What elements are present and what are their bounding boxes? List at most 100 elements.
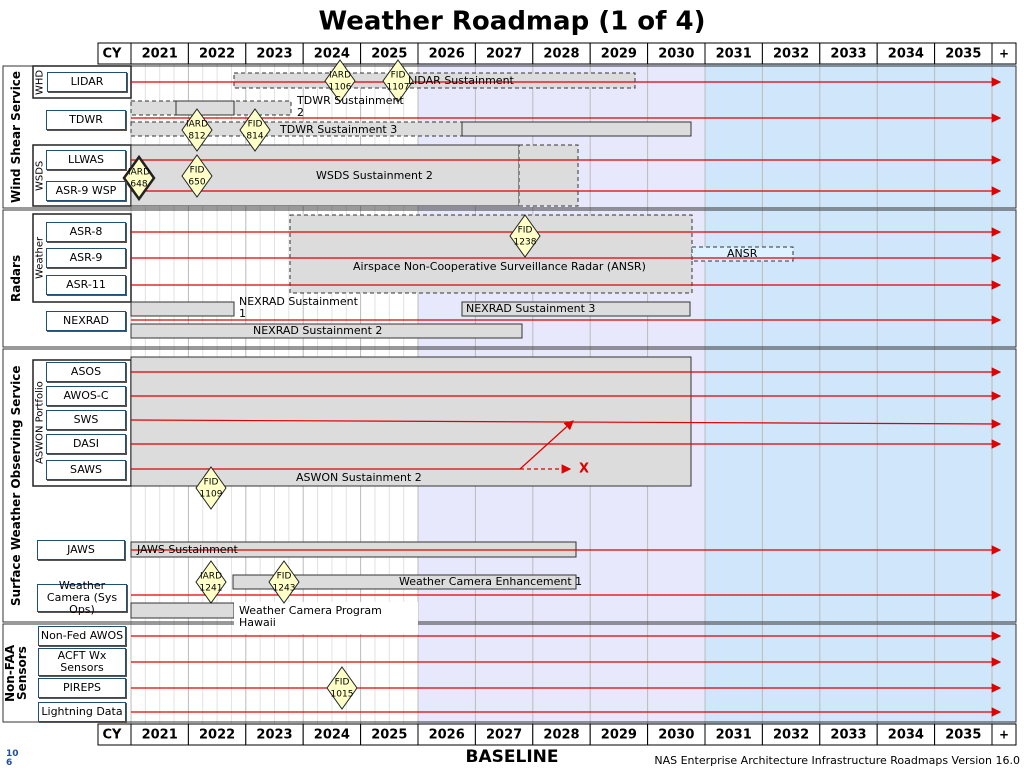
program-bar [518, 144, 579, 207]
year-column [705, 64, 763, 724]
transition-arrow [519, 420, 574, 470]
title: Weather Roadmap (1 of 4) [319, 7, 706, 37]
program-label: NEXRAD Sustainment 3 [466, 302, 596, 315]
section-frame [2, 623, 1017, 723]
header-plus: + [999, 47, 1009, 61]
header-cell [991, 42, 1017, 65]
year-label: 2023 [256, 728, 292, 743]
section-label: Surface Weather Observing Service [9, 365, 23, 606]
program-bar [232, 574, 577, 590]
year-label: 2028 [543, 47, 579, 62]
decision-diamond [324, 59, 356, 103]
section-label: Wind Shear Service [9, 70, 23, 204]
group-label: Weather [34, 236, 46, 280]
year-label: 2029 [601, 728, 637, 743]
year-label: 2030 [658, 728, 694, 743]
year-label: 2022 [199, 728, 235, 743]
program-bar [461, 121, 692, 137]
program-label: ANSR [727, 247, 758, 260]
decision-type: FID [518, 226, 533, 236]
year-label: 2035 [945, 47, 981, 62]
year-label: 2026 [429, 728, 465, 743]
year-label: 2027 [486, 728, 522, 743]
program-bar [130, 602, 235, 619]
header-cell [991, 723, 1017, 746]
decision-type: FID [204, 478, 219, 488]
system-box: SAWS [46, 460, 126, 480]
decision-type: FID [391, 71, 406, 81]
decision-diamond [181, 154, 213, 198]
year-column [877, 64, 935, 724]
decision-diamond [122, 154, 156, 202]
year-label: 2033 [830, 47, 866, 62]
section-label: Radars [9, 254, 23, 303]
decision-type: FID [190, 166, 205, 176]
decision-number: 1106 [329, 83, 352, 93]
decision-type: IARD [329, 71, 351, 81]
year-label: 2031 [716, 47, 752, 62]
year-label: 2028 [543, 728, 579, 743]
decision-number: 812 [188, 132, 205, 142]
decision-type: FID [248, 120, 263, 130]
decision-diamond [268, 560, 300, 604]
year-label: 2034 [888, 47, 924, 62]
system-box: Weather Camera (Sys Ops) [37, 580, 127, 616]
decision-diamond [239, 108, 271, 152]
year-label: 2034 [888, 728, 924, 743]
program-label: Weather Camera Program Hawaii [239, 604, 382, 629]
header-cy: CY [103, 728, 123, 743]
program-label: NEXRAD Sustainment 1 [239, 295, 358, 320]
system-box: ASR-8 [46, 222, 126, 242]
decision-diamond [181, 108, 213, 152]
year-label: 2035 [945, 728, 981, 743]
system-box: LIDAR [47, 72, 127, 92]
year-label: 2025 [371, 47, 407, 62]
program-label: TDWR Sustainment 3 [280, 123, 398, 136]
decision-type: FID [277, 572, 292, 582]
year-label: 2025 [371, 728, 407, 743]
program-label: Weather Camera Enhancement 1 [399, 575, 583, 588]
program-label: TDWR Sustainment 2 [297, 94, 404, 119]
decision-number: 1107 [387, 83, 410, 93]
program-bar [130, 323, 523, 339]
decision-number: 1241 [200, 584, 223, 594]
program-label: JAWS Sustainment [137, 543, 238, 556]
year-label: 2032 [773, 728, 809, 743]
year-label: 2032 [773, 47, 809, 62]
section-frame [2, 348, 1017, 623]
section-frame [2, 209, 1017, 348]
decision-number: 1243 [273, 584, 296, 594]
system-box: ASOS [46, 362, 126, 382]
system-box: DASI [46, 434, 126, 454]
decision-diamond [195, 466, 227, 510]
program-label: ASWON Sustainment 2 [296, 471, 422, 484]
program-label: Airspace Non-Cooperative Surveillance Ra… [353, 260, 646, 273]
system-box: PIREPS [38, 678, 126, 698]
decision-diamond [382, 59, 414, 103]
decision-type: IARD [200, 572, 222, 582]
decision-number: 814 [246, 132, 263, 142]
year-label: 2023 [256, 47, 292, 62]
group-label: WHD [34, 69, 46, 95]
year-label: 2026 [429, 47, 465, 62]
decision-diamond [509, 214, 541, 258]
system-box: Lightning Data [38, 702, 126, 722]
year-label: 2024 [314, 728, 350, 743]
page-number: 106 [6, 749, 19, 768]
year-label: 2030 [658, 47, 694, 62]
year-label: 2024 [314, 47, 350, 62]
group-label: ASWON Portfolio [34, 381, 46, 465]
year-column [934, 64, 992, 724]
system-box: TDWR [46, 110, 126, 130]
footer-center: BASELINE [466, 747, 559, 767]
system-box: ACFT Wx Sensors [38, 648, 126, 676]
program-bar [289, 214, 693, 294]
year-label: 2022 [199, 47, 235, 62]
decision-diamond [326, 666, 358, 710]
year-label: 2029 [601, 47, 637, 62]
program-bar [130, 301, 235, 317]
year-label: 2031 [716, 728, 752, 743]
system-box: LLWAS [46, 150, 126, 170]
